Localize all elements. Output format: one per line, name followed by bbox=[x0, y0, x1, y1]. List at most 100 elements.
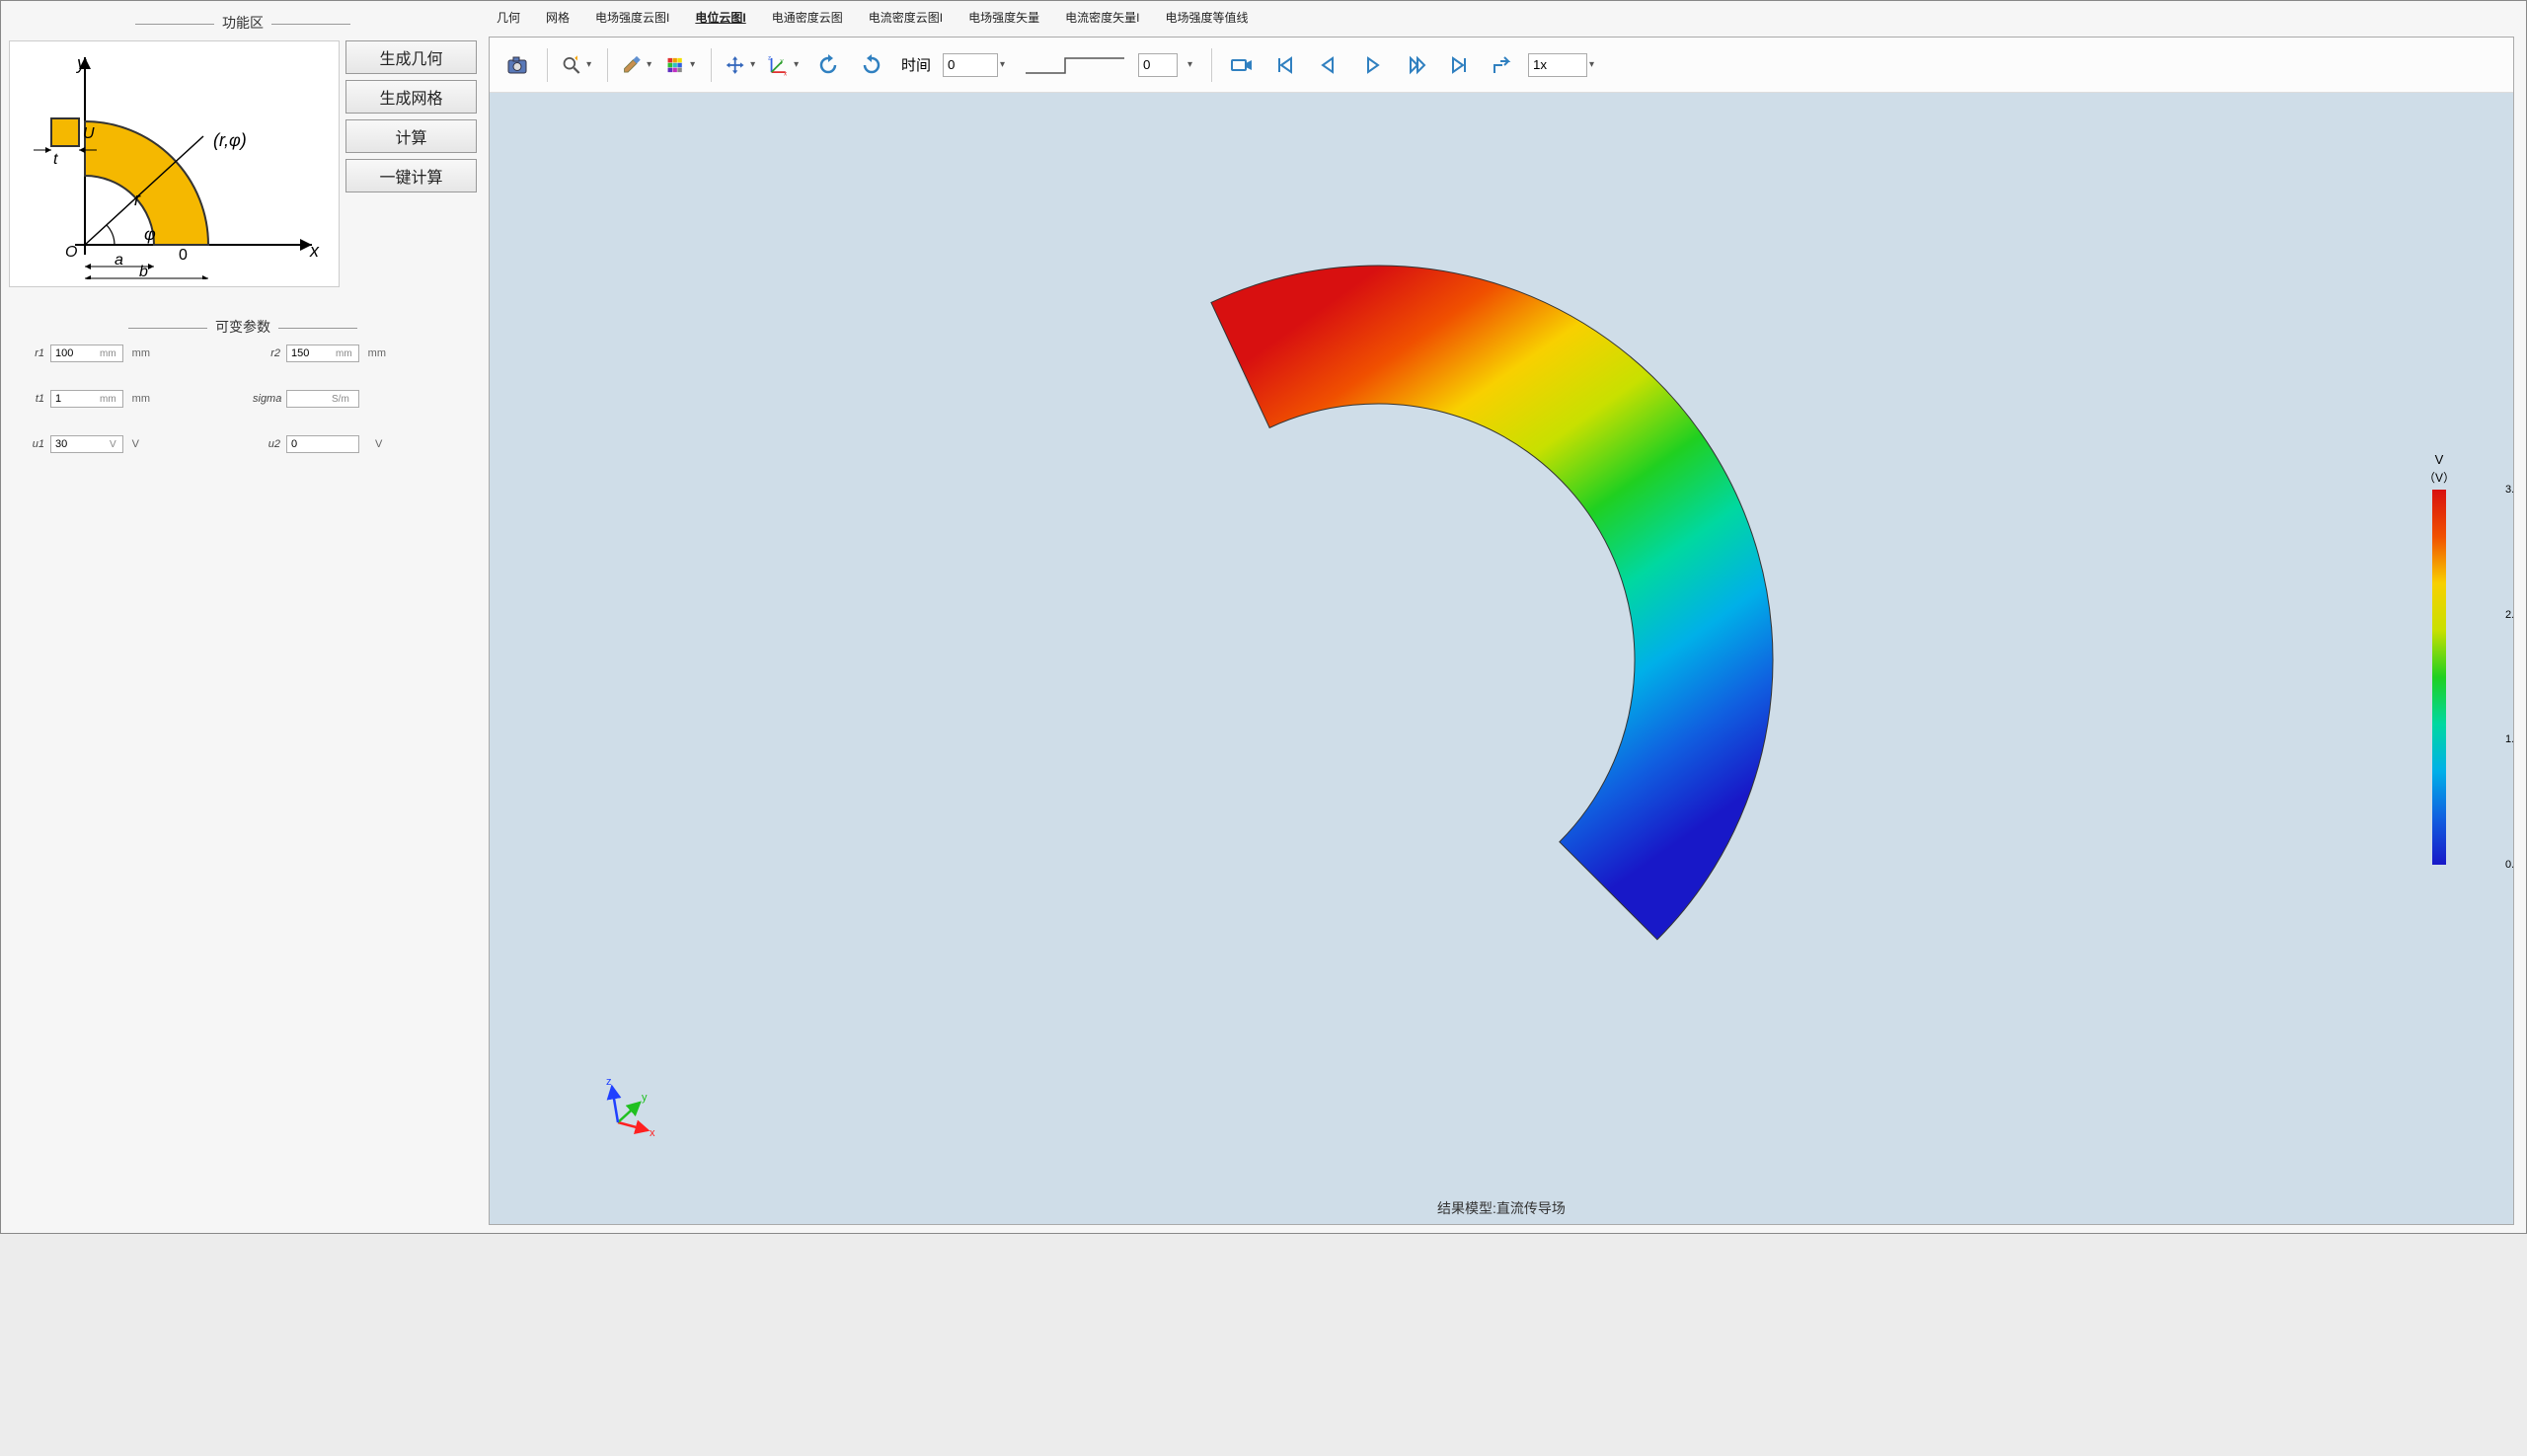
schematic-svg: y x O U t a b 0 r φ (r, bbox=[16, 47, 332, 279]
legend-tick: 3.000e+01 bbox=[2505, 484, 2513, 496]
brush-button[interactable]: ▾ bbox=[620, 47, 655, 83]
tab-eflux-cloud[interactable]: 电通密度云图 bbox=[770, 7, 845, 29]
param-u2-input[interactable] bbox=[286, 435, 359, 453]
tab-geometry[interactable]: 几何 bbox=[495, 7, 522, 29]
last-button[interactable] bbox=[1441, 47, 1477, 83]
param-r2: r2 mm mm bbox=[253, 345, 469, 362]
canvas-area[interactable]: x y z V （V） 3.000e+012.000e+011.000e+010… bbox=[490, 93, 2513, 1224]
frame-input[interactable] bbox=[1138, 53, 1178, 77]
svg-text:y: y bbox=[780, 57, 784, 64]
tab-mesh[interactable]: 网格 bbox=[544, 7, 572, 29]
tab-current-cloud[interactable]: 电流密度云图I bbox=[867, 7, 945, 29]
compute-button[interactable]: 计算 bbox=[345, 119, 477, 153]
triad-y-label: y bbox=[642, 1092, 648, 1104]
chevron-down-icon: ▾ bbox=[583, 59, 594, 70]
legend-tick: 1.000e+01 bbox=[2505, 733, 2513, 745]
first-button[interactable] bbox=[1267, 47, 1303, 83]
axes-button[interactable]: xyz ▾ bbox=[767, 47, 803, 83]
param-inline-unit: S/m bbox=[332, 394, 349, 405]
rphi-label: (r,φ) bbox=[213, 130, 247, 150]
sidebar: 功能区 y bbox=[1, 1, 485, 1233]
play-button[interactable] bbox=[1354, 47, 1390, 83]
toolbar-sep bbox=[607, 48, 608, 82]
tab-current-vector[interactable]: 电流密度矢量I bbox=[1063, 7, 1141, 29]
brush-icon bbox=[621, 53, 642, 77]
prev-button[interactable] bbox=[1311, 47, 1346, 83]
triad-z-label: z bbox=[606, 1076, 612, 1088]
rotate-cw-icon bbox=[860, 53, 883, 77]
function-area-title: 功能区 bbox=[9, 13, 477, 33]
prev-icon bbox=[1317, 53, 1340, 77]
camera-button[interactable] bbox=[499, 47, 535, 83]
move-button[interactable]: ▾ bbox=[724, 47, 759, 83]
chevron-down-icon: ▾ bbox=[1589, 59, 1601, 70]
params-section: 可变参数 r1 mm mm r2 mm mm t1 mm mm bbox=[9, 317, 477, 453]
x-axis-label: x bbox=[309, 241, 320, 261]
tab-potential-cloud[interactable]: 电位云图I bbox=[693, 7, 747, 29]
b-label: b bbox=[139, 264, 148, 279]
toolbar-sep bbox=[547, 48, 548, 82]
tab-efield-vector[interactable]: 电场强度矢量 bbox=[966, 7, 1041, 29]
rotate-ccw-icon bbox=[816, 53, 840, 77]
app-frame: 功能区 y bbox=[0, 0, 2527, 1234]
colormap-button[interactable]: ▾ bbox=[663, 47, 699, 83]
param-unit: mm bbox=[132, 347, 150, 359]
speed-dropdown[interactable]: ▾ bbox=[1528, 53, 1601, 77]
chevron-down-icon: ▾ bbox=[1000, 59, 1012, 70]
gen-geometry-button[interactable]: 生成几何 bbox=[345, 40, 477, 74]
param-inline-unit: mm bbox=[336, 348, 352, 359]
chevron-down-icon: ▾ bbox=[791, 59, 802, 70]
t-label: t bbox=[53, 151, 58, 168]
time-input[interactable] bbox=[943, 53, 998, 77]
param-inline-unit: V bbox=[110, 439, 116, 450]
param-inline-unit: mm bbox=[100, 394, 116, 405]
param-grid: r1 mm mm r2 mm mm t1 mm mm sigma S/m bbox=[9, 345, 477, 453]
time-dropdown[interactable]: ▾ bbox=[943, 53, 1012, 77]
param-u2: u2 V bbox=[253, 435, 469, 453]
next-button[interactable] bbox=[1398, 47, 1433, 83]
param-unit: mm bbox=[368, 347, 386, 359]
tab-efield-cloud[interactable]: 电场强度云图I bbox=[593, 7, 671, 29]
triad-x-label: x bbox=[650, 1127, 655, 1139]
tab-efield-contour[interactable]: 电场强度等值线 bbox=[1163, 7, 1250, 29]
chevron-down-icon: ▾ bbox=[1187, 59, 1199, 70]
param-r1: r1 mm mm bbox=[17, 345, 233, 362]
param-label: sigma bbox=[253, 393, 280, 405]
one-click-compute-button[interactable]: 一键计算 bbox=[345, 159, 477, 192]
main-area: 几何 网格 电场强度云图I 电位云图I 电通密度云图 电流密度云图I 电场强度矢… bbox=[485, 1, 2526, 1233]
viewer-toolbar: ▾ ▾ ▾ bbox=[490, 38, 2513, 93]
cube-icon bbox=[664, 53, 685, 77]
param-label: r1 bbox=[17, 347, 44, 359]
record-button[interactable] bbox=[1224, 47, 1260, 83]
rotate-cw-button[interactable] bbox=[854, 47, 889, 83]
gen-mesh-button[interactable]: 生成网格 bbox=[345, 80, 477, 114]
legend-tick: 0.000e+00 bbox=[2505, 859, 2513, 871]
origin-label: O bbox=[65, 244, 77, 261]
move-icon bbox=[725, 53, 745, 77]
param-unit: mm bbox=[132, 393, 150, 405]
export-icon bbox=[1491, 53, 1514, 77]
chevron-down-icon: ▾ bbox=[644, 59, 654, 70]
zero-label: 0 bbox=[179, 247, 188, 264]
rotate-ccw-button[interactable] bbox=[810, 47, 846, 83]
result-plot bbox=[490, 93, 2513, 1224]
tabs-bar: 几何 网格 电场强度云图I 电位云图I 电通密度云图 电流密度云图I 电场强度矢… bbox=[485, 1, 2526, 29]
legend-bar: 3.000e+012.000e+011.000e+010.000e+00 bbox=[2432, 490, 2446, 865]
export-button[interactable] bbox=[1485, 47, 1520, 83]
param-sigma: sigma S/m bbox=[253, 390, 469, 408]
param-unit: V bbox=[375, 438, 382, 450]
U-label: U bbox=[83, 125, 95, 142]
color-legend: V （V） 3.000e+012.000e+011.000e+010.000e+… bbox=[2385, 452, 2493, 865]
action-buttons: 生成几何 生成网格 计算 一键计算 bbox=[345, 40, 477, 287]
svg-text:z: z bbox=[768, 54, 771, 61]
chevron-down-icon: ▾ bbox=[687, 59, 698, 70]
param-inline-unit: mm bbox=[100, 348, 116, 359]
sidebar-top-row: y x O U t a b 0 r φ (r, bbox=[9, 40, 477, 287]
record-icon bbox=[1230, 53, 1254, 77]
zoom-button[interactable]: ▾ bbox=[560, 47, 595, 83]
toolbar-sep bbox=[1211, 48, 1212, 82]
last-icon bbox=[1447, 53, 1471, 77]
a-label: a bbox=[115, 252, 123, 268]
next-icon bbox=[1404, 53, 1427, 77]
speed-input[interactable] bbox=[1528, 53, 1587, 77]
